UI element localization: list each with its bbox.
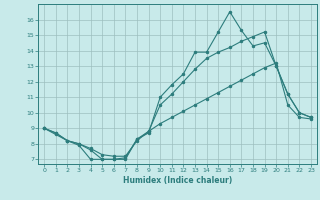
- X-axis label: Humidex (Indice chaleur): Humidex (Indice chaleur): [123, 176, 232, 185]
